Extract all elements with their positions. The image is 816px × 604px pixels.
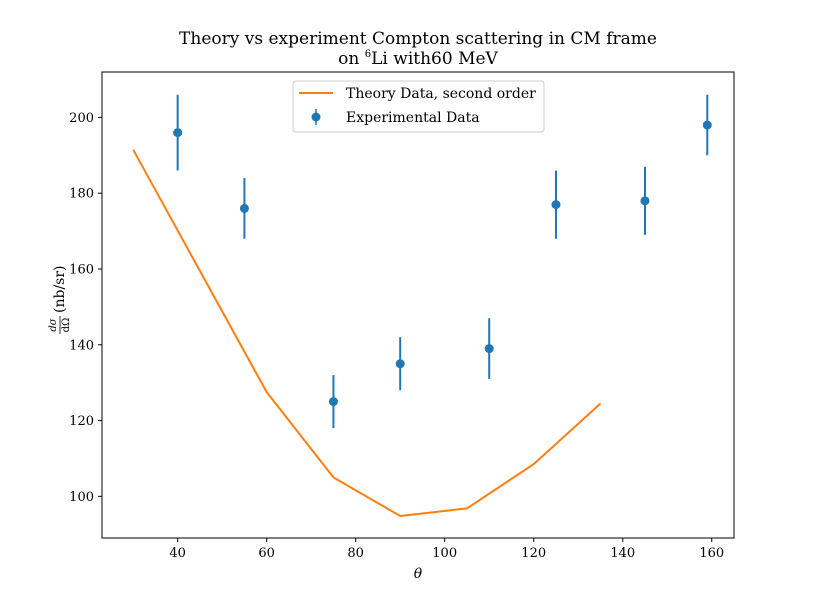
legend: Theory Data, second order Experimental D…: [292, 80, 545, 133]
x-tick-label: 160: [699, 546, 724, 561]
y-tick-label: 180: [69, 187, 94, 202]
theory-series: [132, 149, 602, 517]
legend-experiment-label: Experimental Data: [346, 110, 480, 126]
legend-box: [292, 80, 545, 133]
experimental-series: [173, 94, 712, 429]
y-label-denominator: dΩ: [61, 318, 72, 333]
experimental-point: [484, 344, 494, 354]
x-tick-label: 140: [610, 546, 635, 561]
experimental-point: [702, 120, 712, 130]
experimental-point: [328, 397, 338, 407]
experimental-point: [173, 128, 183, 138]
y-tick-label: 140: [69, 338, 94, 353]
y-tick-label: 200: [69, 111, 94, 126]
y-tick-label: 160: [69, 263, 94, 278]
title-prefix: on: [338, 49, 365, 69]
y-label-numerator: dσ: [48, 317, 59, 331]
experimental-point: [551, 200, 561, 210]
chart-title: Theory vs experiment Compton scattering …: [179, 29, 657, 69]
y-label-unit: (nb/sr): [52, 266, 68, 314]
experimental-point: [239, 203, 249, 213]
y-tick-label: 100: [69, 490, 94, 505]
x-tick-label: 40: [169, 546, 186, 561]
title-suffix: Li with60 MeV: [371, 49, 498, 69]
legend-experiment-marker-icon: [311, 112, 321, 122]
x-tick-label: 80: [347, 546, 364, 561]
chart-title-line2: on 6Li with60 MeV: [338, 49, 498, 69]
y-tick-label: 120: [69, 414, 94, 429]
x-axis-ticks: 40 60 80 100 120 140 160: [169, 538, 724, 561]
y-axis-ticks: 100 120 140 160 180 200: [69, 111, 102, 505]
experimental-point: [640, 196, 650, 206]
experimental-point: [395, 359, 405, 369]
x-tick-label: 100: [432, 546, 457, 561]
title-superscript: 6: [365, 49, 371, 60]
chart-title-line1: Theory vs experiment Compton scattering …: [179, 29, 657, 49]
y-axis-label: dσ dΩ (nb/sr): [48, 266, 72, 334]
x-axis-label: θ: [414, 566, 423, 582]
x-tick-label: 120: [521, 546, 546, 561]
plot-area-frame: [101, 71, 735, 539]
x-tick-label: 60: [258, 546, 275, 561]
legend-theory-label: Theory Data, second order: [346, 86, 536, 102]
theory-line: [132, 149, 602, 517]
